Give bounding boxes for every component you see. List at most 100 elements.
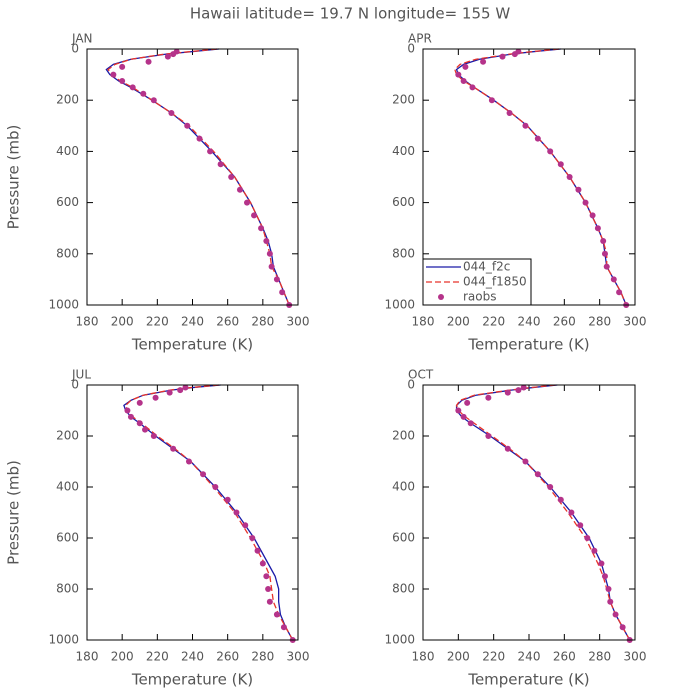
raob-point [601, 573, 608, 580]
x-tick-label: 220 [146, 650, 169, 664]
raob-point [600, 238, 607, 244]
raob-point [534, 471, 541, 478]
y-tick-label: 800 [56, 246, 79, 260]
raob-point [460, 413, 467, 420]
x-tick-label: 300 [287, 315, 310, 329]
y-tick-label: 600 [56, 531, 79, 545]
raob-point [464, 399, 471, 406]
raob-point [488, 97, 495, 104]
raob-point [594, 225, 601, 232]
raob-point [485, 433, 492, 439]
legend-marker [438, 294, 444, 300]
x-axis-label: Temperature (K) [131, 336, 253, 354]
raob-point [520, 384, 527, 391]
raob-point [280, 624, 287, 631]
x-tick-label: 180 [76, 315, 99, 329]
profile-line [124, 384, 294, 641]
raob-point [124, 407, 131, 414]
x-tick-label: 260 [553, 650, 576, 664]
x-tick-label: 200 [111, 315, 134, 329]
raob-point [273, 611, 280, 618]
y-tick-label: 1000 [384, 633, 415, 647]
x-tick-label: 220 [482, 650, 505, 664]
x-tick-label: 180 [412, 315, 435, 329]
raob-point [577, 522, 584, 529]
raob-point [279, 289, 286, 296]
raob-point [168, 110, 175, 116]
x-tick-label: 280 [251, 650, 274, 664]
raob-point [522, 122, 529, 129]
raob-point [598, 560, 605, 567]
raob-point [499, 53, 506, 60]
raob-point [244, 199, 251, 206]
raob-point [601, 250, 608, 257]
raob-point [182, 384, 189, 391]
raob-point [242, 522, 249, 529]
panel-title: JUL [71, 368, 91, 382]
panel: OCT 180 200 220 240 260 280 300 0 200 400 600 800 100… [384, 368, 646, 689]
raob-point [534, 135, 541, 142]
raob-point [557, 161, 564, 168]
raob-point [207, 148, 214, 155]
x-tick-label: 300 [287, 650, 310, 664]
raob-point [228, 174, 235, 180]
raob-point [455, 71, 462, 78]
y-tick-label: 400 [56, 144, 79, 158]
raob-point [515, 387, 522, 394]
raob-point [136, 399, 143, 406]
legend-label: 044_f1850 [463, 275, 527, 289]
x-tick-label: 180 [76, 650, 99, 664]
raob-point [259, 560, 266, 567]
raob-point [511, 51, 518, 58]
raob-point [119, 63, 126, 70]
raob-point [480, 58, 487, 65]
x-tick-label: 220 [482, 315, 505, 329]
raob-point [145, 58, 152, 65]
panel-title: APR [408, 32, 432, 46]
raob-point [265, 586, 272, 592]
raob-point [152, 394, 159, 401]
plot-frame [86, 48, 299, 306]
raob-point [217, 161, 224, 168]
raob-point [522, 458, 529, 465]
raob-point [616, 289, 623, 296]
y-tick-label: 200 [392, 429, 415, 443]
raob-point [170, 445, 177, 452]
raob-point [150, 97, 157, 104]
y-tick-label: 200 [56, 93, 79, 107]
raob-point [185, 458, 192, 465]
panel: JAN 180 200 220 240 260 280 300 0 200 400 600 800 100… [5, 32, 310, 354]
raob-point [575, 186, 582, 193]
y-tick-label: 0 [71, 378, 79, 392]
panel-title: JAN [71, 32, 93, 46]
raob-point [460, 78, 467, 84]
raob-point [170, 51, 177, 58]
raob-point [568, 509, 575, 516]
raob-point [566, 174, 573, 180]
y-tick-label: 1000 [48, 298, 79, 312]
raob-point [605, 586, 612, 592]
raob-point [273, 276, 280, 283]
x-tick-label: 280 [251, 315, 274, 329]
x-tick-label: 260 [216, 650, 239, 664]
raob-point [136, 420, 143, 427]
raob-point [591, 547, 598, 554]
x-tick-label: 240 [181, 650, 204, 664]
y-tick-label: 600 [392, 531, 415, 545]
panel: JUL 180 200 220 240 260 280 300 0 200 400 600 800 100… [5, 368, 310, 689]
raob-point [506, 110, 513, 116]
raob-point [184, 122, 191, 129]
raob-point [196, 135, 203, 142]
raob-point [224, 496, 231, 503]
y-axis-label: Pressure (mb) [5, 125, 23, 230]
figure-title: Hawaii latitude= 19.7 N longitude= 155 W [190, 5, 510, 23]
legend-label: raobs [463, 290, 497, 304]
y-tick-label: 200 [56, 429, 79, 443]
raob-point [584, 535, 591, 541]
x-tick-label: 200 [111, 650, 134, 664]
raob-point [140, 90, 147, 97]
raob-point [150, 433, 157, 439]
y-tick-label: 600 [56, 195, 79, 209]
